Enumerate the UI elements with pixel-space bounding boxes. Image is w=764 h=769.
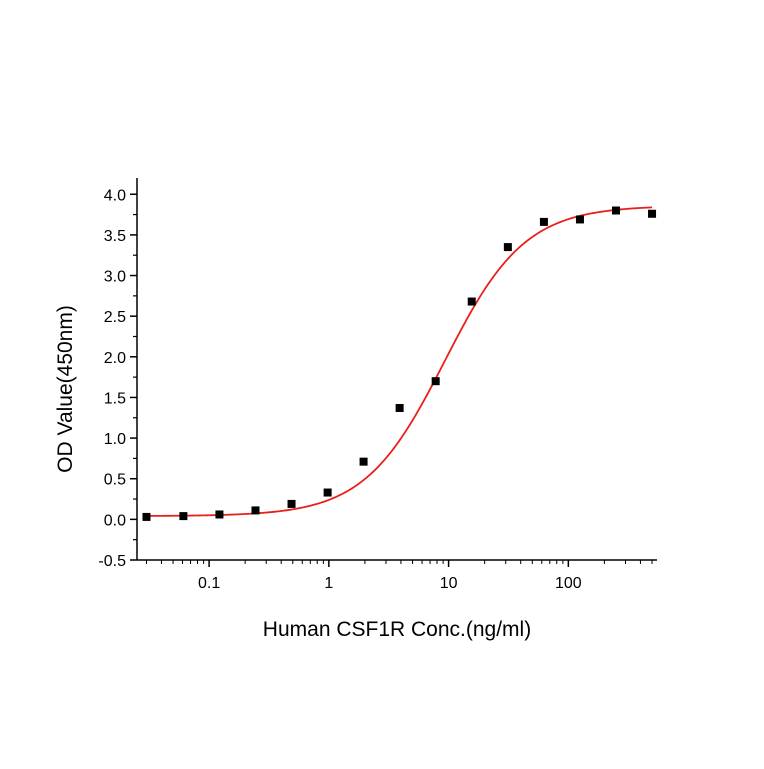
- y-axis-title: OD Value(450nm): [54, 305, 77, 473]
- y-tick-label: 0.5: [104, 472, 126, 489]
- y-tick-label: 0.0: [104, 512, 126, 529]
- data-point: [395, 404, 404, 413]
- data-point: [503, 243, 512, 252]
- data-point: [431, 377, 440, 386]
- y-tick-label: 1.5: [104, 390, 126, 407]
- y-tick-label: 2.5: [104, 309, 126, 326]
- axes: -0.5 0.0 0.5 1.0 1.5 2.0 2.5 3.0 3.5 4.0 0.1 1 10 100: [98, 178, 657, 592]
- x-tick-label: 10: [440, 575, 458, 592]
- x-tick-label: 100: [555, 575, 582, 592]
- data-point: [359, 457, 368, 466]
- y-tick-label: 2.0: [104, 350, 126, 367]
- x-tick-label: 0.1: [198, 575, 220, 592]
- data-point: [611, 206, 620, 215]
- data-point: [215, 510, 224, 519]
- data-point: [142, 512, 151, 521]
- data-point: [467, 297, 476, 306]
- fit-curve: [146, 206, 653, 517]
- data-points-layer: [142, 206, 657, 521]
- y-tick-label: 1.0: [104, 431, 126, 448]
- x-tick-label: 1: [324, 575, 333, 592]
- data-point: [575, 215, 584, 224]
- data-point: [323, 488, 332, 497]
- data-point: [539, 217, 548, 226]
- y-tick-label: 3.0: [104, 269, 126, 286]
- data-point: [251, 506, 260, 515]
- y-tick-label: -0.5: [98, 553, 126, 570]
- x-axis-title: Human CSF1R Conc.(ng/ml): [263, 618, 531, 641]
- fit-curve-layer: [146, 206, 653, 517]
- data-point: [179, 512, 188, 521]
- y-tick-label: 3.5: [104, 228, 126, 245]
- y-tick-label: 4.0: [104, 187, 126, 204]
- data-point: [648, 209, 657, 218]
- data-point: [287, 499, 296, 508]
